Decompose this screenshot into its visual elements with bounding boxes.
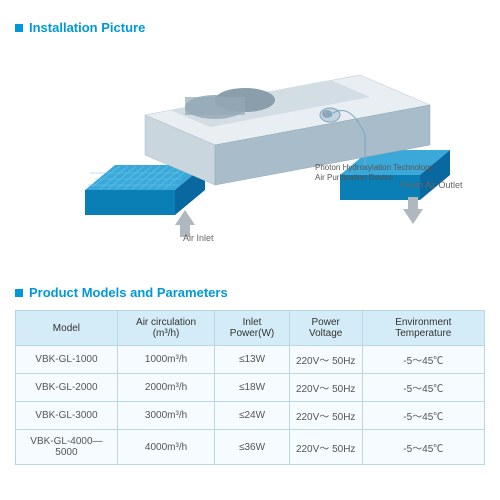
callout-line1: Photon Hydroxylation Technology [315, 163, 434, 172]
table-cell: ≤18W [215, 374, 290, 402]
table-row: VBK-GL-20002000m³/h≤18W220V～ 50Hz-5～45℃ [16, 374, 485, 402]
table-cell: VBK-GL-4000—5000 [16, 430, 118, 465]
table-cell: 1000m³/h [117, 346, 214, 374]
diagram-svg [30, 45, 470, 245]
col-air: Air circulation (m³/h) [117, 311, 214, 346]
table-row: VBK-GL-30003000m³/h≤24W220V～ 50Hz-5～45℃ [16, 402, 485, 430]
table-cell: ≤24W [215, 402, 290, 430]
col-model: Model [16, 311, 118, 346]
table-cell: VBK-GL-1000 [16, 346, 118, 374]
table-row: VBK-GL-10001000m³/h≤13W220V～ 50Hz-5～45℃ [16, 346, 485, 374]
table-cell: 220V～ 50Hz [289, 346, 362, 374]
parameters-title: Product Models and Parameters [15, 285, 485, 300]
table-header-row: Model Air circulation (m³/h) Inlet Power… [16, 311, 485, 346]
table-cell: 4000m³/h [117, 430, 214, 465]
installation-title: Installation Picture [15, 20, 485, 35]
installation-title-text: Installation Picture [29, 20, 145, 35]
installation-diagram: Air Inlet Fresh Air Outlet Photon Hydrox… [15, 45, 485, 265]
callout-line2: Air Purification Device [315, 173, 393, 182]
table-cell: 220V～ 50Hz [289, 374, 362, 402]
col-voltage: Power Voltage [289, 311, 362, 346]
parameters-title-text: Product Models and Parameters [29, 285, 228, 300]
table-cell: -5～45℃ [362, 346, 484, 374]
table-cell: VBK-GL-3000 [16, 402, 118, 430]
table-cell: 2000m³/h [117, 374, 214, 402]
table-cell: 220V～ 50Hz [289, 430, 362, 465]
table-cell: ≤13W [215, 346, 290, 374]
table-row: VBK-GL-4000—50004000m³/h≤36W220V～ 50Hz-5… [16, 430, 485, 465]
col-power: Inlet Power(W) [215, 311, 290, 346]
table-cell: ≤36W [215, 430, 290, 465]
col-temp: Environment Temperature [362, 311, 484, 346]
table-cell: 3000m³/h [117, 402, 214, 430]
device-callout: Photon Hydroxylation Technology Air Puri… [315, 163, 434, 184]
table-cell: -5～45℃ [362, 402, 484, 430]
air-inlet-label: Air Inlet [183, 233, 214, 243]
table-cell: -5～45℃ [362, 374, 484, 402]
table-cell: VBK-GL-2000 [16, 374, 118, 402]
table-cell: -5～45℃ [362, 430, 484, 465]
table-cell: 220V～ 50Hz [289, 402, 362, 430]
fresh-air-outlet-arrow-icon [403, 197, 423, 224]
parameters-table: Model Air circulation (m³/h) Inlet Power… [15, 310, 485, 465]
